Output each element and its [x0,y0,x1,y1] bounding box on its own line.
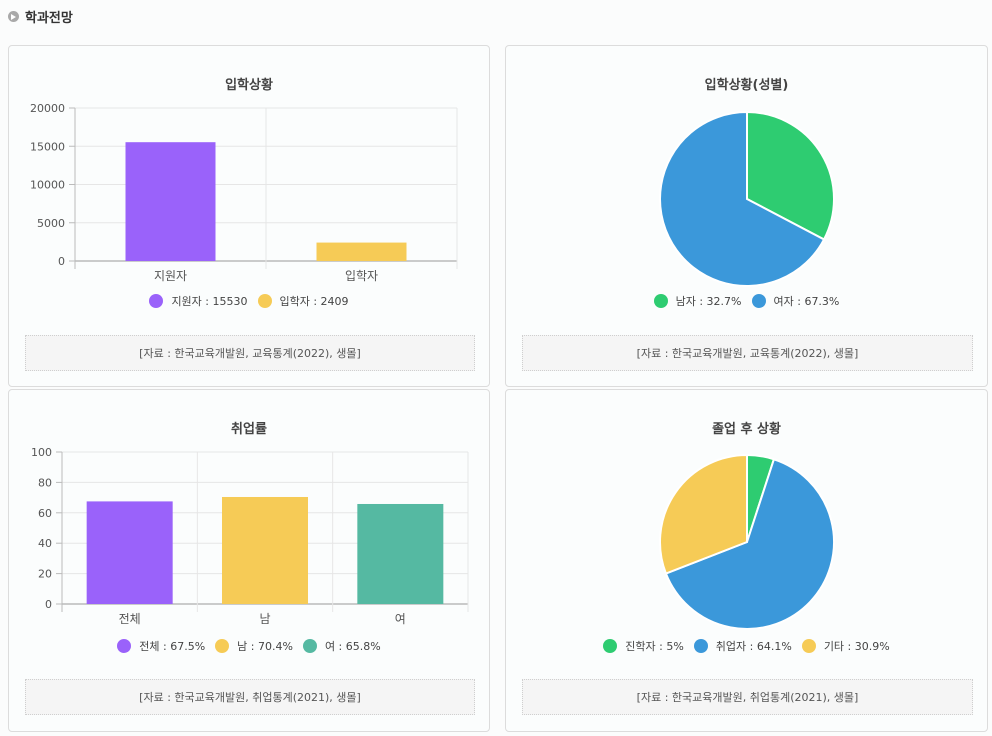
graduation-pie-chart [659,453,835,630]
legend-swatch [215,639,230,653]
legend-swatch [751,294,766,308]
legend-item[interactable]: 남자 : 32.7% [653,293,742,309]
y-tick-label: 20000 [30,102,65,115]
bar[interactable] [222,496,308,604]
y-tick-label: 15000 [30,140,65,153]
legend-label: 진학자 : 5% [625,640,684,653]
y-tick-label: 5000 [37,217,65,230]
employment-card: 취업률 0 20 40 60 80 100 전체 남 여 전체 : 67.5% 남 : 70.4%… [8,389,490,732]
legend-item[interactable]: 취업자 : 64.1% [693,638,792,654]
legend-item[interactable]: 지원자 : 15530 [149,293,248,309]
y-tick-label: 100 [31,446,52,459]
y-tick-label: 80 [38,476,52,489]
chart-title: 취업률 [231,422,267,437]
legend-swatch [149,294,164,308]
legend-label: 입학자 : 2409 [279,295,349,308]
legend-item[interactable]: 진학자 : 5% [603,638,684,654]
bar[interactable] [125,142,216,261]
source-note: [자료 : 한국교육개발원, 취업통계(2021), 생몰] [522,679,973,715]
chart-title: 입학상황(성별) [704,78,789,93]
legend-swatch [117,639,132,653]
legend-swatch [603,639,618,653]
employment-bar-chart: 0 20 40 60 80 100 전체 남 여 [31,446,469,626]
legend-label: 기타 : 30.9% [823,640,890,653]
pie-slice[interactable] [664,457,835,630]
admission-card: 입학상황 0 5000 10000 15000 20000 지원자 입학자 지원자 : 15… [8,45,490,387]
graduation-card: 졸업 후 상황 진학자 : 5% 취업자 : 64.1% 기타 : 30.9% [자… [505,389,988,732]
legend-swatch [653,294,668,308]
y-tick-label: 0 [45,598,52,611]
legend-item[interactable]: 여 : 65.8% [302,638,381,654]
legend-label: 남 : 70.4% [237,640,293,653]
legend-swatch [257,294,272,308]
legend-item[interactable]: 남 : 70.4% [215,638,293,654]
legend-label: 지원자 : 15530 [171,295,248,308]
legend-label: 취업자 : 64.1% [715,640,792,653]
chart-legend: 진학자 : 5% 취업자 : 64.1% 기타 : 30.9% [506,638,987,654]
legend-label: 전체 : 67.5% [139,640,206,653]
legend-item[interactable]: 여자 : 67.3% [751,293,840,309]
pie-slice[interactable] [746,110,835,241]
chart-title: 입학상황 [225,78,273,93]
legend-swatch [302,639,317,653]
chart-title: 졸업 후 상황 [712,422,781,437]
chart-legend: 남자 : 32.7% 여자 : 67.3% [506,293,987,309]
x-tick-label: 여 [395,612,406,626]
source-note: [자료 : 한국교육개발원, 교육통계(2022), 생몰] [25,335,475,371]
y-tick-label: 20 [38,568,52,581]
legend-item[interactable]: 기타 : 30.9% [801,638,890,654]
legend-item[interactable]: 입학자 : 2409 [257,293,349,309]
chart-legend: 전체 : 67.5% 남 : 70.4% 여 : 65.8% [9,638,489,654]
x-tick-label: 남 [259,612,270,626]
section-title: 학과전망 [25,10,73,26]
x-tick-label: 지원자 [154,269,187,283]
bar[interactable] [357,503,444,604]
legend-swatch [801,639,816,653]
x-tick-label: 전체 [119,612,141,626]
legend-label: 남자 : 32.7% [675,295,742,308]
y-tick-label: 60 [38,507,52,520]
legend-item[interactable]: 전체 : 67.5% [117,638,205,654]
admission-bar-chart: 0 5000 10000 15000 20000 지원자 입학자 [30,102,458,283]
source-note: [자료 : 한국교육개발원, 교육통계(2022), 생몰] [522,335,973,371]
source-note: [자료 : 한국교육개발원, 취업통계(2021), 생몰] [25,679,475,715]
bar[interactable] [316,242,407,261]
pie-slice[interactable] [659,453,748,575]
legend-swatch [693,639,708,653]
admission-gender-pie-chart [659,110,835,287]
chevron-right-icon [8,10,19,22]
chart-legend: 지원자 : 15530 입학자 : 2409 [9,293,489,309]
admission-gender-card: 입학상황(성별) 남자 : 32.7% 여자 : 67.3% [자료 : 한국교육… [505,45,988,387]
section-header: 학과전망 [8,6,73,26]
x-tick-label: 입학자 [345,269,378,283]
bar[interactable] [86,501,173,604]
pie-slice[interactable] [659,110,826,287]
y-tick-label: 10000 [30,179,65,192]
legend-label: 여 : 65.8% [324,640,381,653]
legend-label: 여자 : 67.3% [773,295,840,308]
y-tick-label: 40 [38,537,52,550]
y-tick-label: 0 [58,255,65,268]
